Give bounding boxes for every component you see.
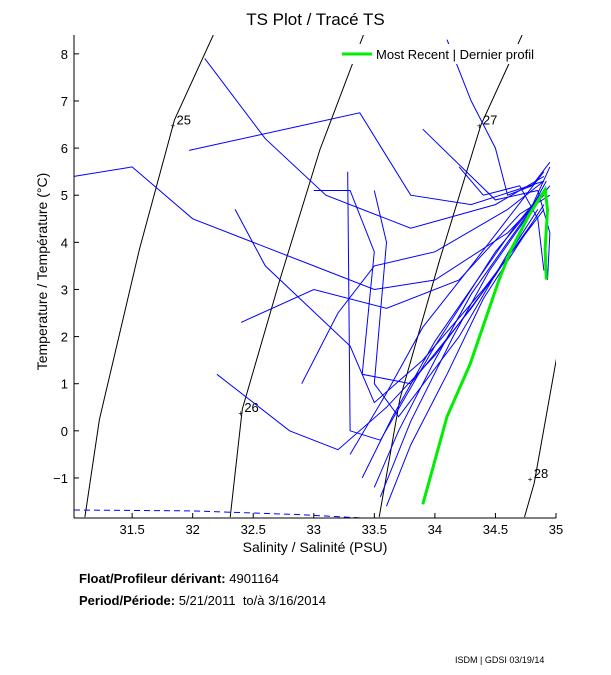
profile-line-2 (204, 58, 545, 229)
density-contour-28 (524, 358, 556, 518)
contour-label-27: 27 (483, 113, 497, 128)
x-tick-label: 32 (185, 522, 199, 537)
profile-line-9 (373, 199, 539, 488)
density-contour-27 (378, 35, 523, 518)
contour-tick-mark: + (528, 475, 533, 484)
y-tick-label: 8 (61, 47, 68, 62)
profile-line-3 (234, 209, 545, 404)
most-recent-profile-line (421, 185, 550, 505)
footer-credit: ISDM | GDSI 03/19/14 (455, 655, 545, 665)
y-tick-label: 4 (61, 235, 68, 250)
x-tick-label: 35 (549, 522, 563, 537)
float-id: 4901164 (229, 571, 279, 586)
profile-line-4 (301, 180, 545, 384)
float-info: Float/Profileur dérivant: 4901164 (79, 571, 279, 586)
y-tick-label: 2 (61, 330, 68, 345)
profile-line-17 (458, 166, 545, 271)
contour-label-28: 28 (534, 466, 548, 481)
profile-line-1 (188, 112, 545, 206)
profile-line-12 (349, 171, 545, 455)
period-to: to/à (242, 593, 265, 608)
x-tick-label: 34 (428, 522, 442, 537)
x-tick-label: 31.5 (119, 522, 144, 537)
y-axis-label: Temperature / Température (°C) (34, 173, 50, 371)
x-tick-label: 32.5 (241, 522, 266, 537)
profile-line-13 (240, 194, 551, 323)
legend-box (345, 44, 550, 64)
y-tick-label: 6 (61, 141, 68, 156)
period-start: 5/21/2011 (178, 593, 236, 608)
y-tick-label: −1 (53, 471, 68, 486)
y-tick-label: 0 (61, 424, 68, 439)
contour-label-26: 26 (244, 400, 258, 415)
period-label: Period/Période: (79, 593, 176, 608)
profile-line-15 (422, 128, 551, 281)
dashed-profile-line (74, 509, 363, 518)
period-info: Period/Période: 5/21/2011 to/à 3/16/2014 (79, 593, 326, 608)
x-tick-label: 33.5 (362, 522, 387, 537)
y-tick-label: 1 (61, 377, 68, 392)
profile-line-14 (313, 190, 533, 385)
float-label: Float/Profileur dérivant: (79, 571, 226, 586)
y-tick-label: 5 (61, 188, 68, 203)
contour-tick-mark: + (171, 122, 176, 131)
x-tick-label: 34.5 (483, 522, 508, 537)
plot-area: +25+ 26+ 27+ 28 (74, 35, 556, 518)
contour-tick-mark: + (238, 409, 243, 418)
profile-line-8 (386, 204, 545, 507)
x-axis-label: Salinity / Salinité (PSU) (243, 539, 388, 555)
y-tick-label: 7 (61, 94, 68, 109)
profile-line-16 (216, 209, 539, 451)
profile-line-7 (446, 39, 551, 196)
y-tick-label: 3 (61, 282, 68, 297)
chart-title: TS Plot / Tracé TS (246, 10, 385, 29)
density-contour-25 (84, 35, 214, 518)
period-end: 3/16/2014 (268, 593, 326, 608)
profile-line-10 (361, 190, 545, 479)
contour-label-25: 25 (177, 113, 191, 128)
contour-tick-mark: + (477, 122, 482, 131)
legend-label-most-recent: Most Recent | Dernier profil (376, 47, 534, 62)
x-tick-label: 33 (307, 522, 321, 537)
